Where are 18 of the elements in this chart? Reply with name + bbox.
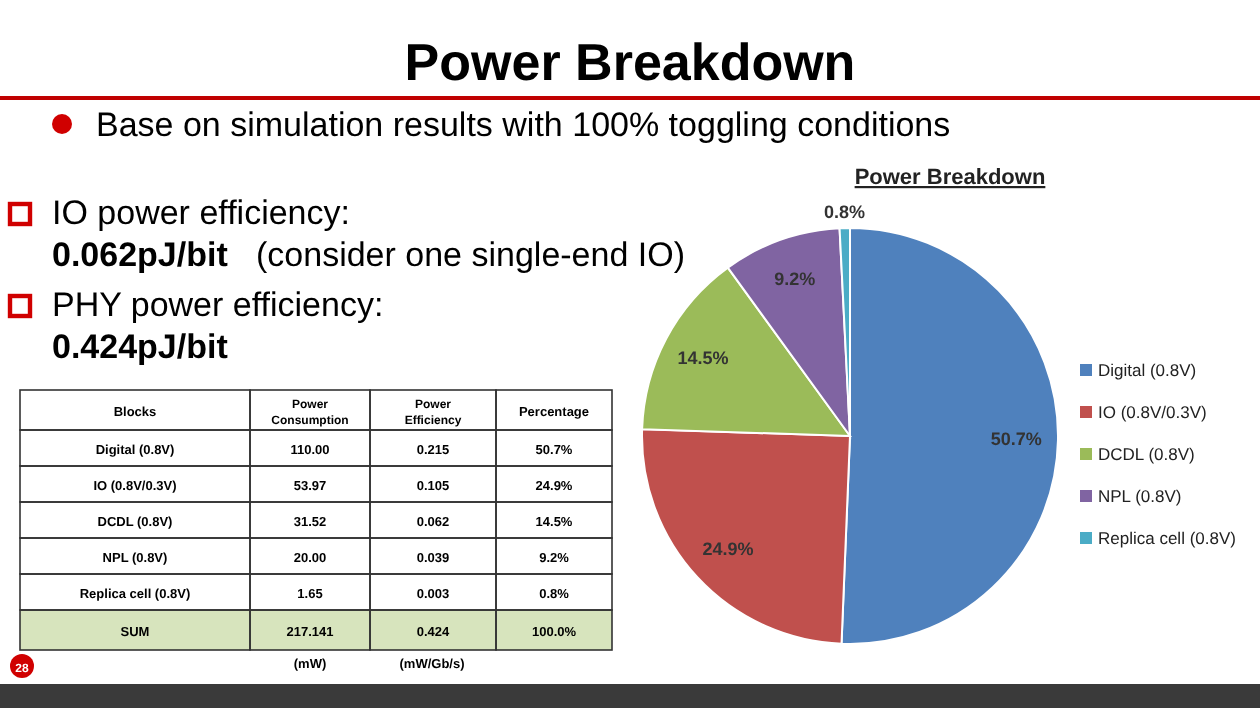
legend-label: Replica cell (0.8V) — [1098, 528, 1237, 548]
data-label: 9.2% — [774, 269, 816, 290]
data-label: 0.8% — [823, 202, 865, 223]
text: PHY power efficiency: — [52, 286, 384, 324]
text: IO power efficiency: — [52, 194, 350, 232]
text: (consider one single-end IO) — [256, 236, 686, 274]
text: 0.062pJ/bit — [52, 236, 229, 274]
text: Power Breakdown — [404, 32, 856, 92]
legend-label: IO (0.8V/0.3V) — [1098, 402, 1207, 422]
legend-label: NPL (0.8V) — [1098, 486, 1182, 506]
chart-title: Power Breakdown — [854, 166, 1046, 190]
text: Base on simulation results with 100% toggling conditions — [96, 106, 951, 144]
legend-label: Digital (0.8V) — [1098, 360, 1197, 380]
legend-label: DCDL (0.8V) — [1098, 444, 1196, 464]
data-label: 14.5% — [677, 347, 729, 368]
text: 0.424pJ/bit — [52, 328, 229, 366]
data-label: 24.9% — [702, 539, 754, 560]
data-label: 50.7% — [990, 429, 1042, 450]
